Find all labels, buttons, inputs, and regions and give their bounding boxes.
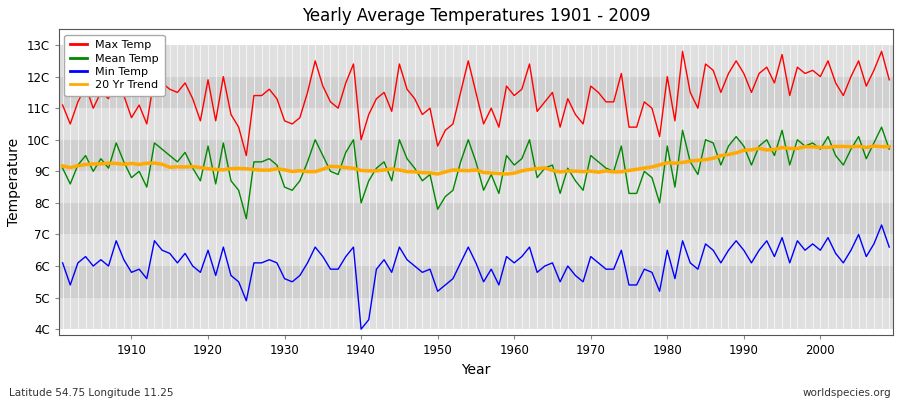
Bar [58,266,893,298]
Title: Yearly Average Temperatures 1901 - 2009: Yearly Average Temperatures 1901 - 2009 [302,7,650,25]
Text: worldspecies.org: worldspecies.org [803,388,891,398]
Bar [58,171,893,203]
Bar [58,108,893,140]
Bar [58,77,893,108]
Y-axis label: Temperature: Temperature [7,138,21,226]
Bar [58,45,893,77]
X-axis label: Year: Year [461,363,491,377]
Bar [58,298,893,329]
Legend: Max Temp, Mean Temp, Min Temp, 20 Yr Trend: Max Temp, Mean Temp, Min Temp, 20 Yr Tre… [64,35,165,96]
Bar [58,203,893,234]
Bar [58,140,893,171]
Text: Latitude 54.75 Longitude 11.25: Latitude 54.75 Longitude 11.25 [9,388,174,398]
Bar [58,234,893,266]
